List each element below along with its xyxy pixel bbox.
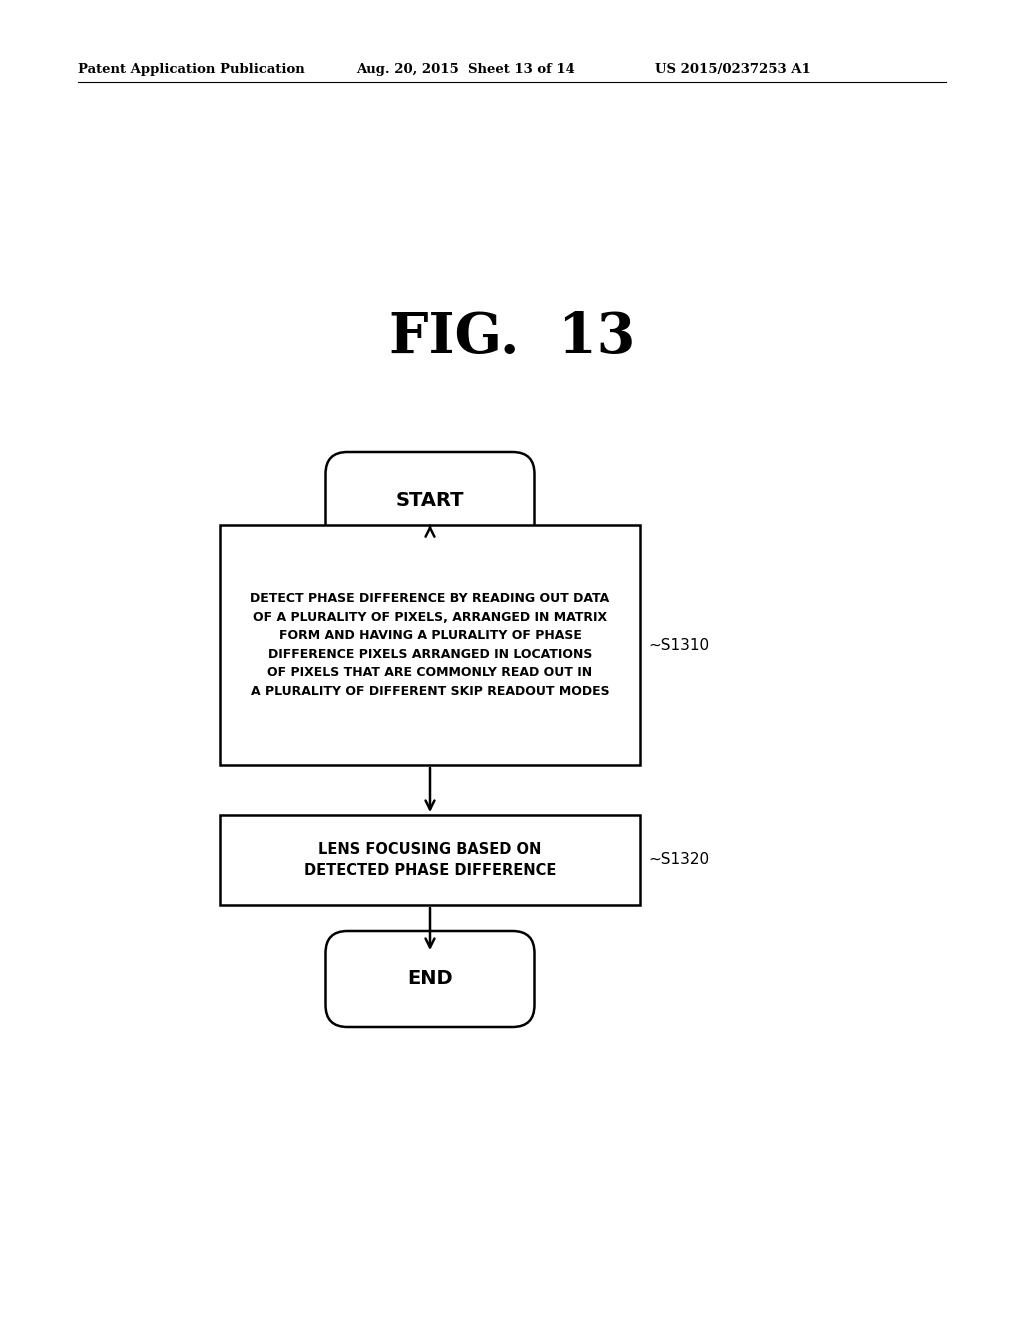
Text: END: END: [408, 969, 453, 989]
Text: ~S1320: ~S1320: [648, 853, 710, 867]
Bar: [220, 525, 640, 766]
Text: LENS FOCUSING BASED ON
DETECTED PHASE DIFFERENCE: LENS FOCUSING BASED ON DETECTED PHASE DI…: [304, 842, 556, 878]
Text: ~S1310: ~S1310: [648, 638, 710, 652]
FancyBboxPatch shape: [326, 451, 535, 548]
Bar: [220, 814, 640, 906]
Text: START: START: [395, 491, 464, 510]
Text: Patent Application Publication: Patent Application Publication: [78, 63, 304, 77]
Text: US 2015/0237253 A1: US 2015/0237253 A1: [655, 63, 811, 77]
Text: FIG.  13: FIG. 13: [389, 310, 635, 366]
Text: Aug. 20, 2015  Sheet 13 of 14: Aug. 20, 2015 Sheet 13 of 14: [356, 63, 575, 77]
Text: DETECT PHASE DIFFERENCE BY READING OUT DATA
OF A PLURALITY OF PIXELS, ARRANGED I: DETECT PHASE DIFFERENCE BY READING OUT D…: [251, 593, 609, 698]
FancyBboxPatch shape: [326, 931, 535, 1027]
